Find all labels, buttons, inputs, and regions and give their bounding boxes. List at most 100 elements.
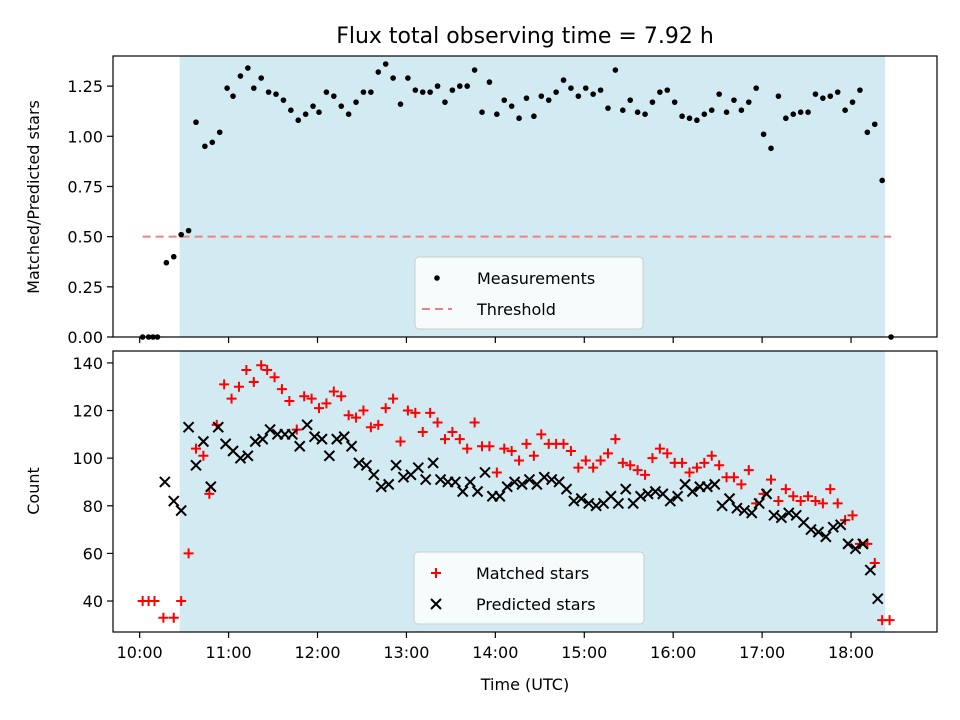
x-tick-label: 18:00 <box>828 643 874 662</box>
axes-frame <box>112 350 938 633</box>
matched-star-point <box>847 510 858 521</box>
predicted-star-point <box>753 497 765 510</box>
measurement-point <box>250 85 257 91</box>
measurement-point <box>849 99 856 105</box>
predicted-star-point <box>538 471 550 483</box>
measurement-point <box>708 107 715 113</box>
matched-star-point <box>803 491 814 502</box>
matched-star-point <box>647 453 658 464</box>
matched-star-point <box>817 498 828 509</box>
predicted-star-point <box>316 433 328 445</box>
legend: Matched stars Predicted stars <box>413 551 645 625</box>
matched-star-point <box>743 465 754 476</box>
top-plot-area: 0.00 0.25 0.50 0.75 1.00 1.25 Measurements Thre… <box>67 55 938 347</box>
predicted-star-point <box>479 466 491 479</box>
predicted-star-point <box>234 452 247 464</box>
predicted-star-point <box>545 473 558 486</box>
matched-star-point <box>447 426 458 437</box>
predicted-star-point <box>664 495 676 507</box>
predicted-star-point <box>419 473 432 486</box>
matched-star-point <box>810 496 821 507</box>
predicted-star-point <box>857 538 869 550</box>
matched-star-point <box>528 450 539 461</box>
matched-star-point <box>573 462 584 473</box>
x-tick-label: 14:00 <box>472 643 518 662</box>
predicted-star-point <box>560 483 573 495</box>
predicted-star-point <box>390 459 402 472</box>
measurement-point <box>679 113 685 120</box>
data-points <box>139 61 894 340</box>
measurement-point <box>486 79 493 85</box>
matched-star-point <box>795 496 806 507</box>
predicted-star-point <box>197 435 210 448</box>
matched-star-point <box>183 548 194 559</box>
matched-star-point <box>884 615 895 626</box>
predicted-star-point <box>494 490 506 502</box>
measurement-point <box>582 85 589 91</box>
predicted-star-point <box>849 542 862 555</box>
predicted-star-point <box>872 592 884 605</box>
legend-x-icon <box>430 598 442 610</box>
matched-star-point <box>402 405 413 416</box>
measurement-point <box>664 87 671 93</box>
measurement-point <box>590 91 596 97</box>
matched-star-point <box>256 360 267 371</box>
bottom-plot-area: 40 60 80 100 120 140 10:00 11:00 12:00 13:00 14:00… <box>72 350 938 662</box>
measurement-point <box>216 129 223 136</box>
measurement-point <box>805 109 811 115</box>
measurement-point <box>531 113 537 120</box>
top-chart-title: Flux total observing time = 7.92 h <box>336 24 714 49</box>
measurement-point <box>686 115 693 122</box>
predicted-star-point <box>768 509 780 522</box>
measurement-point <box>170 253 177 260</box>
measurement-point <box>745 99 752 105</box>
predicted-star-point <box>308 431 321 443</box>
measurement-point <box>775 93 782 99</box>
measurement-point <box>245 65 251 71</box>
matched-star-point <box>439 434 450 445</box>
legend-box <box>414 256 644 330</box>
x-tick-label: 17:00 <box>739 643 785 662</box>
measurement-point <box>597 87 604 93</box>
matched-star-point <box>299 391 310 402</box>
predicted-star-point <box>205 481 217 493</box>
x-tick-label: 10:00 <box>117 643 163 662</box>
measurement-point <box>323 89 330 95</box>
predicted-star-point <box>686 485 699 498</box>
measurement-point <box>553 89 559 95</box>
legend-box <box>413 551 645 625</box>
matched-star-point <box>358 405 369 416</box>
predicted-star-point <box>412 461 425 474</box>
measurement-point <box>812 91 819 97</box>
predicted-star-point <box>175 504 187 517</box>
predicted-star-point <box>301 419 313 431</box>
measurement-point <box>295 117 302 124</box>
predicted-star-point <box>382 478 395 491</box>
matched-star-point <box>699 457 710 468</box>
predicted-star-point <box>775 511 788 524</box>
legend-label: Predicted stars <box>476 595 596 614</box>
measurement-point <box>501 97 508 103</box>
matched-star-point <box>276 384 287 395</box>
predicted-star-point <box>642 488 654 500</box>
matched-star-point <box>684 467 695 478</box>
measurement-point <box>657 89 663 95</box>
predicted-star-point <box>212 421 224 433</box>
matched-star-point <box>617 457 628 468</box>
matched-star-point <box>736 479 747 490</box>
matched-star-point <box>284 396 295 407</box>
predicted-star-point <box>783 507 795 519</box>
legend: Measurements Threshold <box>414 256 644 330</box>
predicted-star-point <box>820 531 832 543</box>
predicted-star-point <box>834 519 847 531</box>
measurement-point <box>390 75 396 81</box>
predicted-star-point <box>434 473 447 486</box>
predicted-star-point <box>323 450 336 462</box>
measurement-point <box>649 99 656 105</box>
predicted-star-point <box>501 481 513 493</box>
y-tick-label: 1.00 <box>67 127 103 146</box>
measurement-point <box>427 89 433 95</box>
measurement-point <box>479 109 485 115</box>
matched-star-point <box>595 455 606 466</box>
